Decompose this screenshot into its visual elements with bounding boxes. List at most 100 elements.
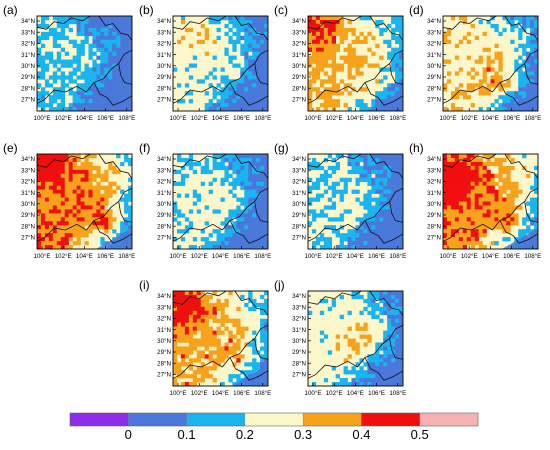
lat-tick-label: 31°N (157, 190, 171, 197)
lon-tick-label: 102°E (55, 115, 72, 122)
lon-tick-label: 102°E (326, 390, 343, 397)
lat-tick-label: 27°N (292, 97, 306, 104)
lat-tick-label: 31°N (157, 327, 171, 334)
lon-tick-label: 100°E (305, 390, 322, 397)
lat-tick-label: 33°N (427, 29, 441, 36)
lat-tick-label: 28°N (157, 85, 171, 92)
lon-tick-label: 108°E (254, 390, 271, 397)
map-panel: 34°N 33°N 32°N 31°N 30°N 29°N 28°N 27°N 100°E 102… (139, 141, 271, 260)
lat-tick-label: 27°N (157, 372, 171, 379)
lon-tick-label: 108°E (524, 253, 541, 260)
province-boundary (504, 154, 538, 179)
value-field (173, 291, 268, 386)
colorbar-tick-label: 0.1 (178, 427, 196, 442)
lat-tick-label: 34°N (427, 18, 441, 25)
panel-label: (g) (274, 141, 289, 155)
lat-tick-label: 28°N (21, 223, 35, 230)
lat-tick-label: 30°N (292, 201, 306, 208)
lon-tick-label: 104°E (212, 115, 229, 122)
lon-tick-label: 108°E (389, 115, 406, 122)
province-boundary (229, 220, 268, 244)
province-boundary (308, 154, 362, 168)
map-panel: 34°N 33°N 32°N 31°N 30°N 29°N 28°N 27°N 100°E 102… (274, 3, 406, 122)
province-boundary (443, 16, 497, 30)
lat-tick-label: 28°N (292, 85, 306, 92)
lon-tick-label: 102°E (461, 253, 478, 260)
lon-tick-label: 106°E (233, 390, 250, 397)
lon-tick-label: 106°E (233, 253, 250, 260)
lon-tick-label: 102°E (191, 390, 208, 397)
lon-tick-label: 102°E (191, 115, 208, 122)
lon-tick-label: 106°E (97, 115, 114, 122)
lat-tick-label: 30°N (157, 338, 171, 345)
lat-tick-label: 30°N (427, 201, 441, 208)
lon-tick-label: 100°E (440, 115, 457, 122)
lon-tick-label: 104°E (347, 390, 364, 397)
map-panel: 34°N 33°N 32°N 31°N 30°N 29°N 28°N 27°N 100°E 102… (409, 3, 541, 122)
province-boundary (37, 187, 132, 242)
province-boundary (173, 324, 268, 379)
province-boundary (499, 220, 538, 244)
province-boundary (229, 82, 268, 106)
lat-tick-label: 34°N (292, 18, 306, 25)
value-field (308, 291, 403, 386)
lat-tick-label: 33°N (157, 167, 171, 174)
province-boundary (308, 324, 403, 379)
province-boundary (389, 201, 403, 223)
panel-label: (j) (274, 278, 285, 292)
lat-tick-label: 29°N (292, 74, 306, 81)
lat-tick-label: 34°N (157, 18, 171, 25)
lat-tick-label: 33°N (157, 304, 171, 311)
lon-tick-label: 108°E (254, 115, 271, 122)
lat-tick-label: 31°N (157, 52, 171, 59)
province-boundary (389, 338, 403, 360)
lat-tick-label: 32°N (157, 316, 171, 323)
colorbar-tick-label: 0.5 (411, 427, 429, 442)
lon-tick-label: 106°E (368, 253, 385, 260)
province-boundary (254, 201, 268, 223)
map-panel: 34°N 33°N 32°N 31°N 30°N 29°N 28°N 27°N 100°E 102… (139, 278, 271, 397)
province-boundary (364, 357, 403, 381)
province-boundary (173, 16, 227, 30)
province-boundary (443, 49, 538, 104)
lon-tick-label: 106°E (368, 390, 385, 397)
colorbar: 0 0.1 0.2 0.3 0.4 0.5 (69, 412, 479, 442)
lat-tick-label: 28°N (427, 223, 441, 230)
lon-tick-label: 100°E (34, 253, 51, 260)
colorbar-swatch (361, 413, 420, 426)
lat-tick-label: 27°N (292, 372, 306, 379)
province-boundary (37, 49, 132, 104)
lon-tick-label: 100°E (305, 115, 322, 122)
lat-tick-label: 32°N (157, 41, 171, 48)
province-boundary (37, 154, 91, 168)
lat-tick-label: 31°N (427, 190, 441, 197)
province-boundary (364, 82, 403, 106)
lat-tick-label: 27°N (21, 235, 35, 242)
lat-tick-label: 32°N (157, 179, 171, 186)
lat-tick-label: 32°N (21, 41, 35, 48)
lat-tick-label: 29°N (427, 74, 441, 81)
province-boundary (37, 16, 91, 30)
province-boundary (389, 63, 403, 85)
lat-tick-label: 29°N (21, 74, 35, 81)
province-boundary (229, 357, 268, 381)
lon-tick-label: 106°E (503, 253, 520, 260)
lat-tick-label: 29°N (292, 212, 306, 219)
lat-tick-label: 27°N (157, 97, 171, 104)
colorbar-swatch (128, 413, 187, 426)
lon-tick-label: 100°E (34, 115, 51, 122)
lon-tick-label: 104°E (482, 253, 499, 260)
province-boundary (98, 16, 132, 41)
lon-tick-label: 106°E (97, 253, 114, 260)
province-boundary (234, 154, 268, 179)
province-boundary (364, 220, 403, 244)
lon-tick-label: 100°E (440, 253, 457, 260)
province-boundary (234, 291, 268, 316)
lon-tick-label: 102°E (55, 253, 72, 260)
province-boundary (524, 63, 538, 85)
lat-tick-label: 32°N (427, 41, 441, 48)
province-boundary (499, 82, 538, 106)
province-boundary (369, 291, 403, 316)
lat-tick-label: 33°N (21, 167, 35, 174)
colorbar-tick-label: 0.2 (236, 427, 254, 442)
